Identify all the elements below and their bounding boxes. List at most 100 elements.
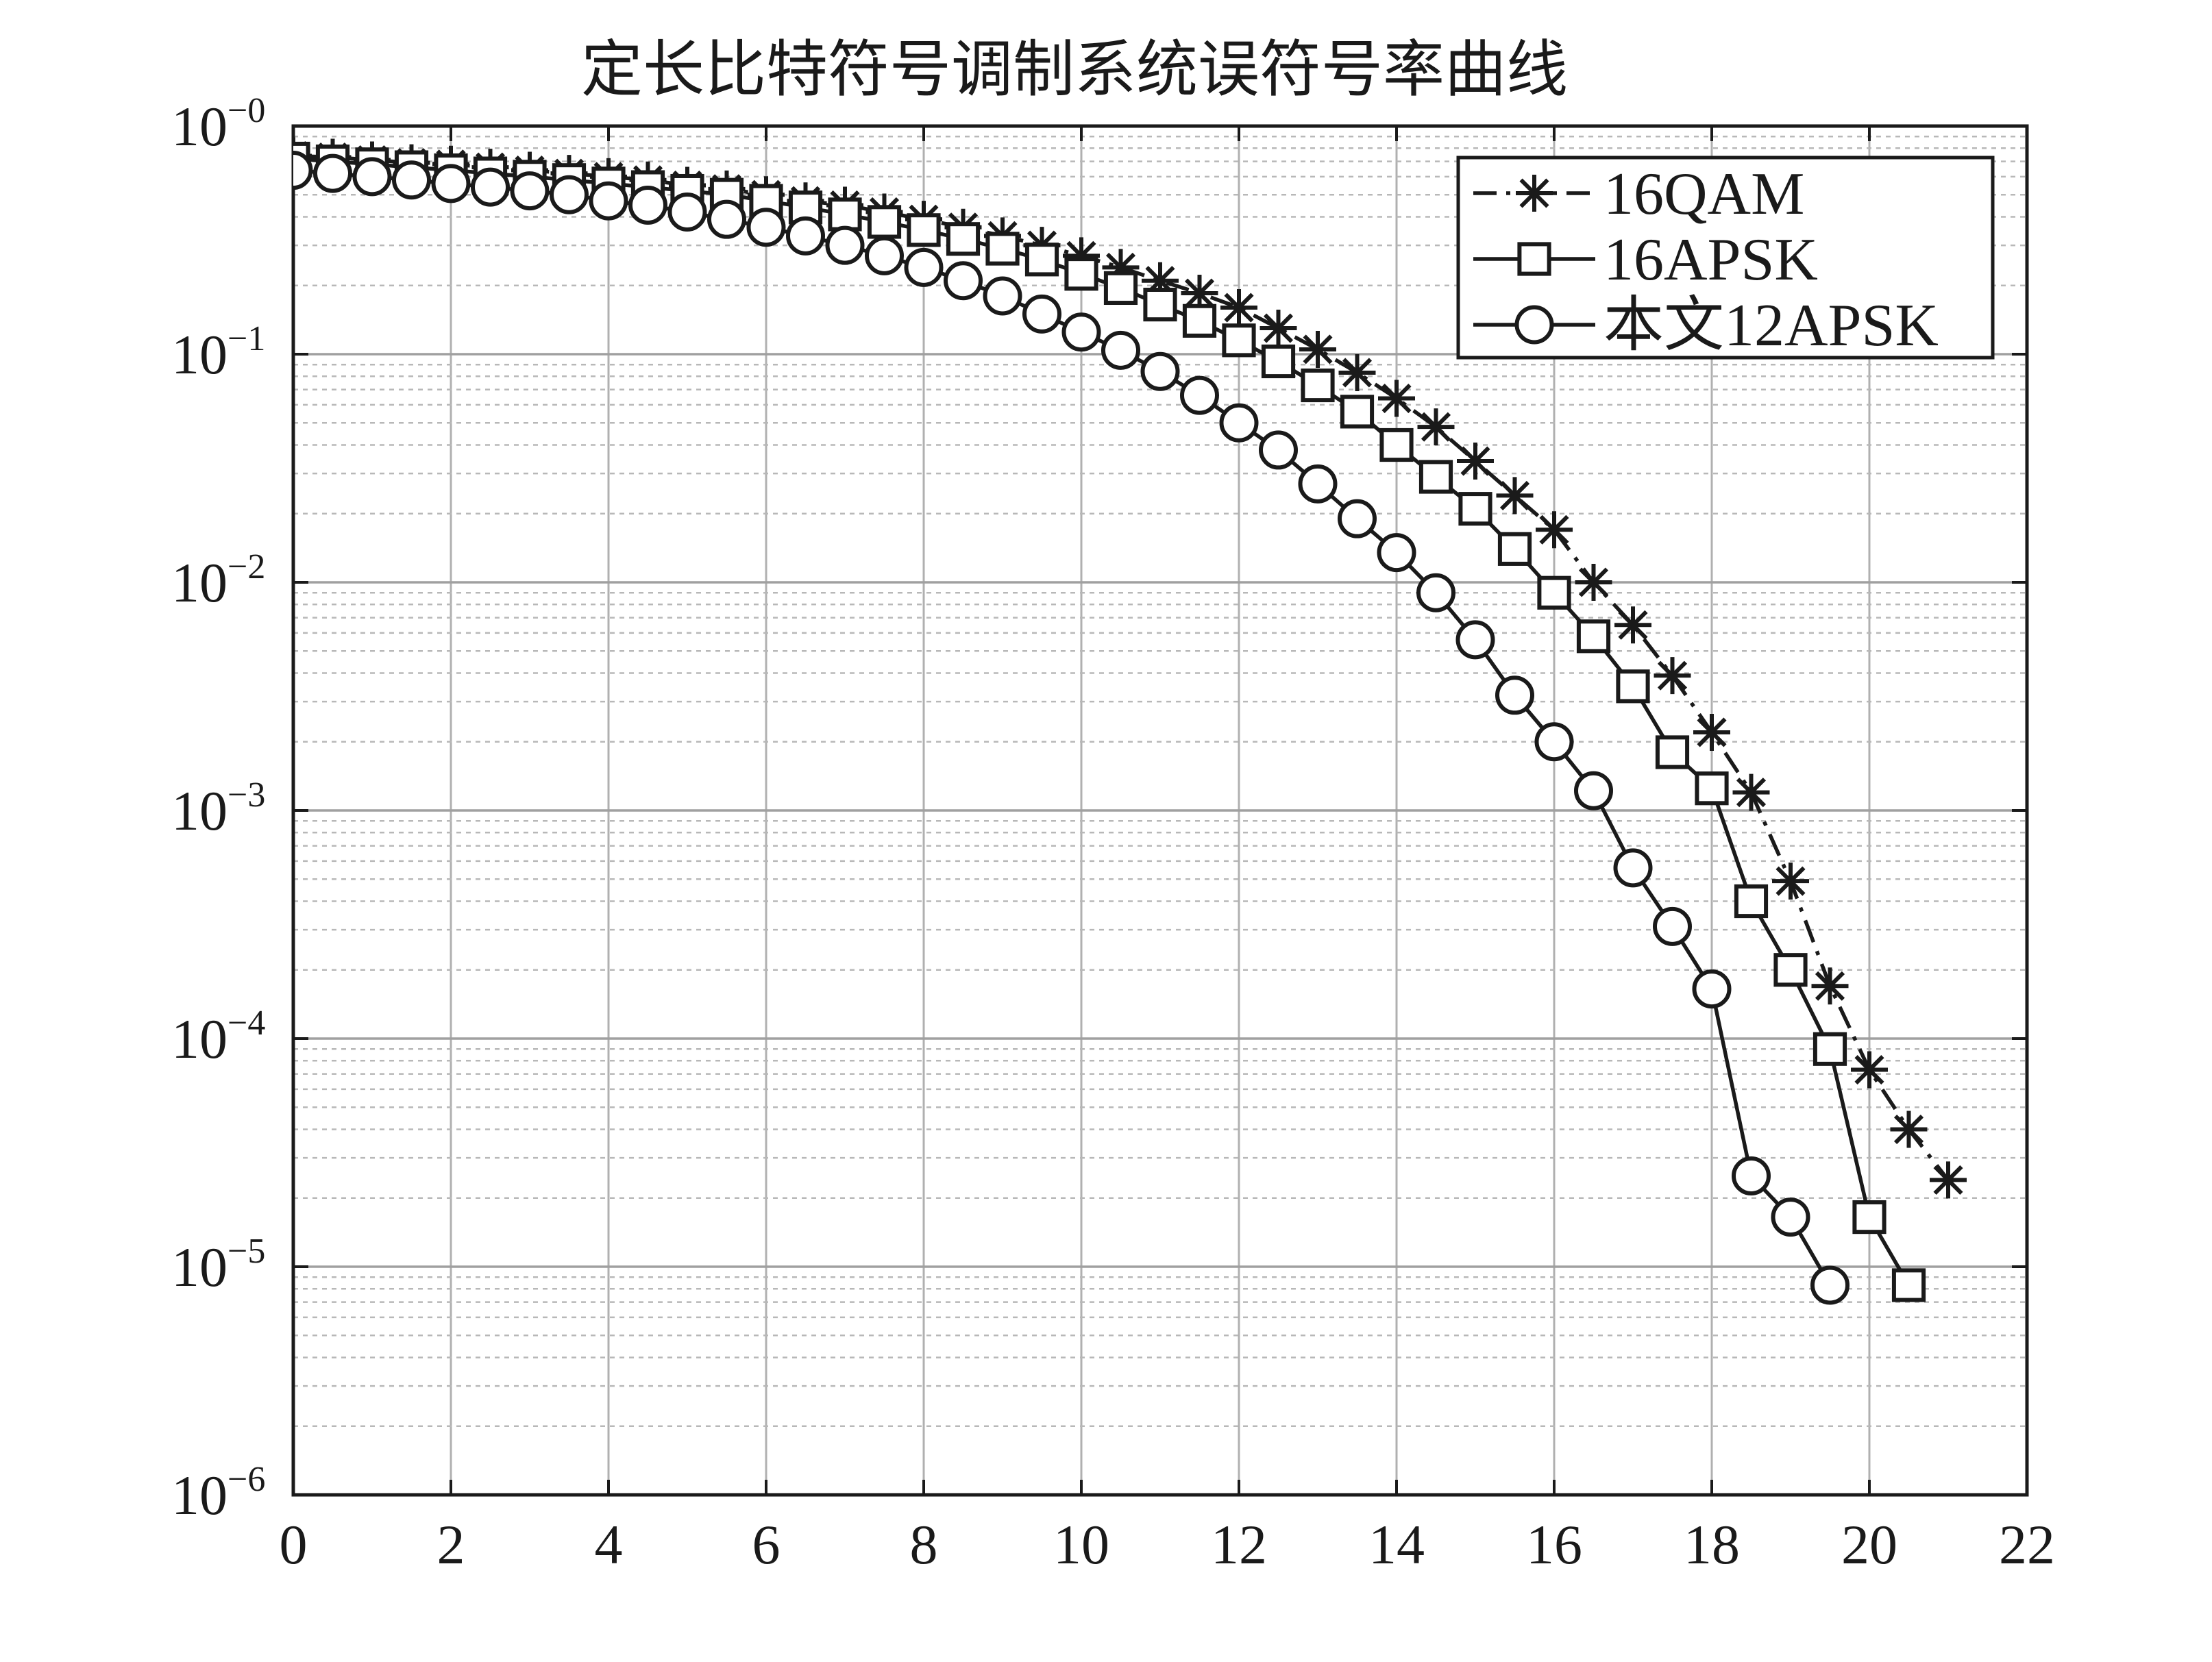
data-point [667,192,707,232]
data-point [1101,330,1140,370]
data-point [1455,620,1495,660]
data-point [1495,675,1534,715]
data-point [985,232,1020,266]
data-point [1655,735,1690,769]
data-point [1852,1200,1887,1235]
data-point [392,160,431,200]
legend-label: 16QAM [1603,161,1804,227]
data-point [628,185,667,225]
data-point [1614,606,1651,644]
legend-marker [1516,175,1553,212]
data-point [1653,906,1692,946]
data-point [1103,271,1138,306]
data-point [1851,1051,1888,1089]
data-point [1772,863,1809,900]
legend-item-16apsk: 16APSK [1473,227,1818,293]
legend-label: 16APSK [1603,227,1818,293]
data-point [746,208,786,247]
x-tick-label: 2 [437,1513,465,1576]
legend-item-12apsk: 本文12APSK [1473,293,1939,359]
data-point [1613,848,1653,888]
data-point [313,153,352,193]
y-tick-label: 10−3 [171,776,265,842]
data-point [1180,375,1219,415]
x-tick-label: 18 [1684,1513,1740,1576]
data-point [1576,619,1611,654]
data-point [1890,1111,1928,1148]
data-point [1061,312,1101,352]
data-point [1063,237,1100,275]
x-tick-label: 8 [910,1513,938,1576]
series-12apsk [293,151,1850,1305]
data-point [1261,344,1296,379]
data-point [1575,564,1612,601]
x-tick-label: 12 [1211,1513,1267,1576]
x-tick-label: 20 [1841,1513,1897,1576]
data-point [1301,368,1335,403]
y-tick-label: 10−1 [171,319,265,386]
data-point [1734,884,1769,919]
data-point [1142,262,1179,299]
data-point [1458,492,1492,526]
y-tick-label: 10−4 [171,1004,265,1070]
series-line [293,168,1832,1287]
data-point [825,225,865,265]
data-point [1692,969,1732,1009]
data-point [1102,249,1140,286]
data-point [1182,303,1217,338]
data-point [1181,275,1218,312]
data-point [1222,323,1256,358]
data-point [510,171,550,211]
data-point [1377,533,1416,573]
y-tick-label: 10−2 [171,547,265,614]
data-point [867,205,902,239]
data-point [907,213,941,247]
data-point [1338,354,1376,391]
x-tick-label: 14 [1368,1513,1425,1576]
data-point [707,199,746,239]
data-point [1537,575,1571,610]
data-point [1811,967,1849,1005]
data-point [431,164,471,203]
data-point [1695,771,1729,806]
x-axis: 0 2 4 6 8 10 12 14 16 18 20 22 [280,126,2055,1576]
chart-title: 定长比特符号调制系统误符号率曲线 [581,36,1568,104]
x-tick-label: 22 [1999,1513,2055,1576]
legend-label: 本文12APSK [1603,293,1939,359]
data-point [1338,499,1377,538]
data-point [1457,443,1494,480]
x-tick-label: 16 [1526,1513,1582,1576]
data-point [589,181,628,221]
y-tick-label: 10−5 [171,1232,265,1298]
legend-item-16qam: 16QAM [1473,161,1804,227]
data-point [1496,477,1534,514]
data-point [1417,408,1455,446]
data-point [1418,460,1453,494]
data-point [1378,380,1415,417]
data-point [1616,669,1650,704]
data-point [1416,573,1455,612]
data-point [1143,287,1177,322]
data-point [1536,511,1573,549]
data-point [1654,657,1691,695]
data-point [1930,1161,1967,1199]
data-point [550,175,589,214]
data-point [1259,310,1297,347]
data-point [904,247,944,287]
data-point [1891,1268,1926,1302]
data-point [1812,1032,1847,1066]
data-point [1534,722,1574,762]
data-point [946,222,981,256]
data-point [1732,773,1770,811]
data-point [983,276,1022,316]
series-group [293,137,1967,1305]
data-point [293,151,313,190]
data-point [1771,1198,1810,1237]
data-point [1497,532,1532,566]
data-point [1379,427,1414,462]
data-point [1732,1156,1771,1195]
x-tick-label: 10 [1053,1513,1109,1576]
